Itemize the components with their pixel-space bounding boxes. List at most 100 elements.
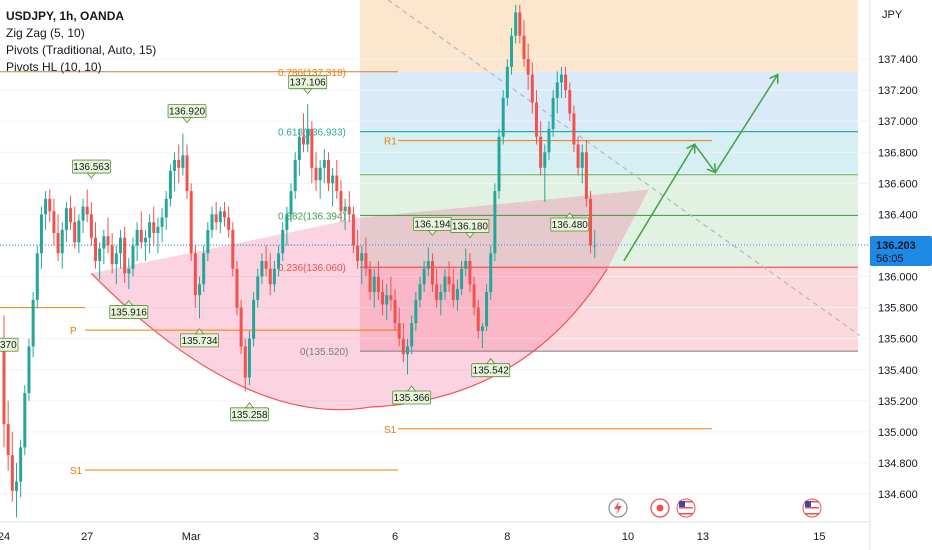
- candle-body: [89, 214, 93, 238]
- candle-body: [181, 155, 185, 168]
- fib-zones: [360, 0, 858, 352]
- candle-body: [476, 307, 480, 331]
- candle-body: [393, 299, 397, 324]
- price-tick-label: 135.400: [878, 365, 918, 377]
- candle-body: [339, 191, 343, 212]
- flag-stripe: [679, 501, 693, 503]
- pivot-hl-text: 136.920: [169, 107, 206, 118]
- candle-body: [56, 233, 60, 254]
- candle-body: [568, 90, 572, 114]
- price-tick-label: 135.800: [878, 303, 918, 315]
- candle-body: [102, 236, 106, 249]
- record-icon-dot: [656, 504, 664, 512]
- pivot-hl-label: 135.366: [392, 385, 432, 405]
- candle-body: [389, 295, 393, 300]
- candle-body: [44, 198, 48, 215]
- candle-body: [6, 424, 10, 456]
- pivot-hl-text: 135.366: [394, 393, 431, 404]
- candle-body: [268, 268, 272, 285]
- arrow-head-1: [686, 143, 696, 154]
- candle-body: [19, 447, 23, 482]
- us-flag-icon[interactable]: [676, 498, 696, 518]
- candle-body: [139, 229, 143, 243]
- candle-body: [510, 35, 514, 67]
- candle-body: [364, 253, 368, 269]
- pivot-hl-pointer: [564, 212, 575, 219]
- candle-body: [464, 261, 468, 269]
- candle-body: [534, 102, 538, 137]
- pivot-hl-label: 136.194: [413, 216, 452, 237]
- indicator-zigzag[interactable]: Zig Zag (5, 10): [6, 26, 85, 40]
- candle-body: [356, 245, 360, 261]
- candle-body: [368, 268, 372, 293]
- candle-body: [168, 170, 172, 199]
- candle-body: [351, 214, 355, 246]
- candle-body: [318, 167, 322, 181]
- candle-body: [514, 12, 518, 36]
- candle-body: [118, 237, 122, 254]
- candle-body: [131, 245, 135, 269]
- candle-body: [247, 338, 251, 378]
- candle-body: [314, 167, 318, 181]
- candle-body: [564, 74, 568, 91]
- candle-body: [555, 82, 559, 98]
- candle-body: [589, 198, 593, 246]
- candle-body: [193, 253, 197, 296]
- candle-body: [430, 261, 434, 285]
- candle-body: [198, 284, 202, 296]
- time-axis[interactable]: 24 27 Mar 3 6 8 10 13 15: [0, 521, 870, 543]
- candle-body: [543, 152, 547, 168]
- candle-body: [31, 299, 35, 347]
- candle-body: [214, 214, 218, 223]
- pivot-hl-pointer: [123, 299, 134, 306]
- symbol-title[interactable]: USDJPY, 1h, OANDA: [6, 9, 125, 23]
- candle-body: [551, 97, 555, 129]
- fib-label-0.236: 0.236(136.060): [278, 263, 346, 274]
- candle-body: [52, 211, 56, 234]
- record-icon[interactable]: [650, 498, 670, 518]
- candle-body: [322, 160, 326, 168]
- pivot-hl-text: 135.542: [473, 366, 510, 377]
- flag-stripe: [679, 513, 693, 515]
- candle-body: [381, 292, 385, 305]
- pivot-hl-text: 370: [0, 340, 17, 351]
- current-price-value: 136.203: [876, 240, 916, 252]
- flag-stripe: [679, 507, 693, 509]
- pivot-hl-pointer: [485, 358, 496, 365]
- candle-body: [110, 245, 114, 265]
- fib-zone-top: [360, 0, 858, 72]
- us-flag-icon-2[interactable]: [802, 498, 822, 518]
- pivot-hl-text: 135.916: [111, 308, 148, 319]
- candle-body: [418, 284, 422, 300]
- arc-curve: [90, 268, 608, 411]
- chart-legend: USDJPY, 1h, OANDA Zig Zag (5, 10) Pivots…: [6, 8, 156, 76]
- flag-stripe: [805, 501, 819, 503]
- pivot-hl-label: 136.480: [550, 212, 590, 232]
- candle-body: [422, 268, 426, 285]
- flag-canton: [805, 501, 811, 507]
- candle-body: [239, 307, 243, 347]
- pivot-hl-box: [0, 337, 19, 352]
- candle-body: [580, 152, 584, 168]
- pivot-hl-text: 136.480: [552, 220, 589, 231]
- candle-body: [410, 323, 414, 347]
- pivot-hl-labels: 136.563 136.920 137.106 135.916 135.734 135.2…: [0, 75, 590, 422]
- time-tick-label: 10: [622, 531, 634, 543]
- candle-body: [69, 208, 73, 223]
- price-tick-label: 135.600: [878, 334, 918, 346]
- lightning-icon[interactable]: [608, 498, 628, 518]
- candle-body: [426, 261, 430, 269]
- candle-body: [243, 346, 247, 378]
- price-axis[interactable]: JPY 137.400 137.200 137.000 136.800 136.600 13…: [869, 0, 932, 550]
- indicator-pivots[interactable]: Pivots (Traditional, Auto, 15): [6, 43, 157, 57]
- candle-body: [547, 128, 551, 153]
- indicator-pivots-hl[interactable]: Pivots HL (10, 10): [6, 60, 102, 74]
- price-tick-label: 135.000: [878, 427, 918, 439]
- candle-body: [164, 198, 168, 218]
- candle-body: [285, 214, 289, 230]
- candle-body: [218, 211, 222, 223]
- time-tick-label: 24: [0, 531, 10, 543]
- fib-label-0.382: 0.382(136.394): [278, 211, 346, 222]
- candle-body: [148, 222, 152, 238]
